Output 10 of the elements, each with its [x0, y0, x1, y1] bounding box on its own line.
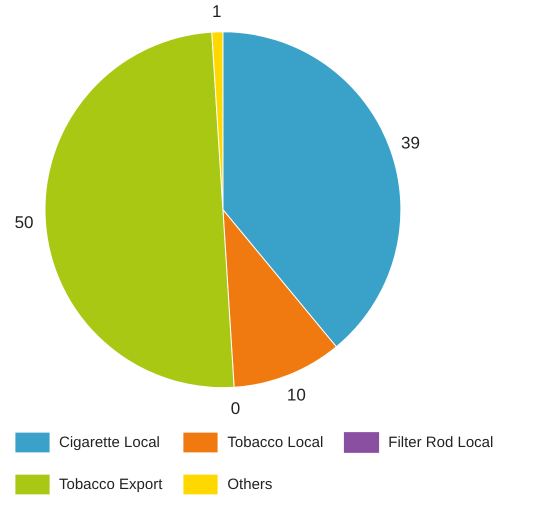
data-label: 50 — [14, 213, 34, 232]
legend-label: Tobacco Local — [227, 434, 324, 450]
data-label: 39 — [401, 133, 420, 152]
data-label: 1 — [212, 2, 222, 22]
text: 0 — [230, 398, 240, 418]
legend-label: Filter Rod Local — [388, 434, 494, 450]
legend-label: Cigarette Local — [59, 434, 160, 450]
legend-label: Tobacco Export — [59, 476, 162, 492]
legend-label: Others — [227, 476, 272, 492]
data-label: 10 — [286, 385, 306, 404]
